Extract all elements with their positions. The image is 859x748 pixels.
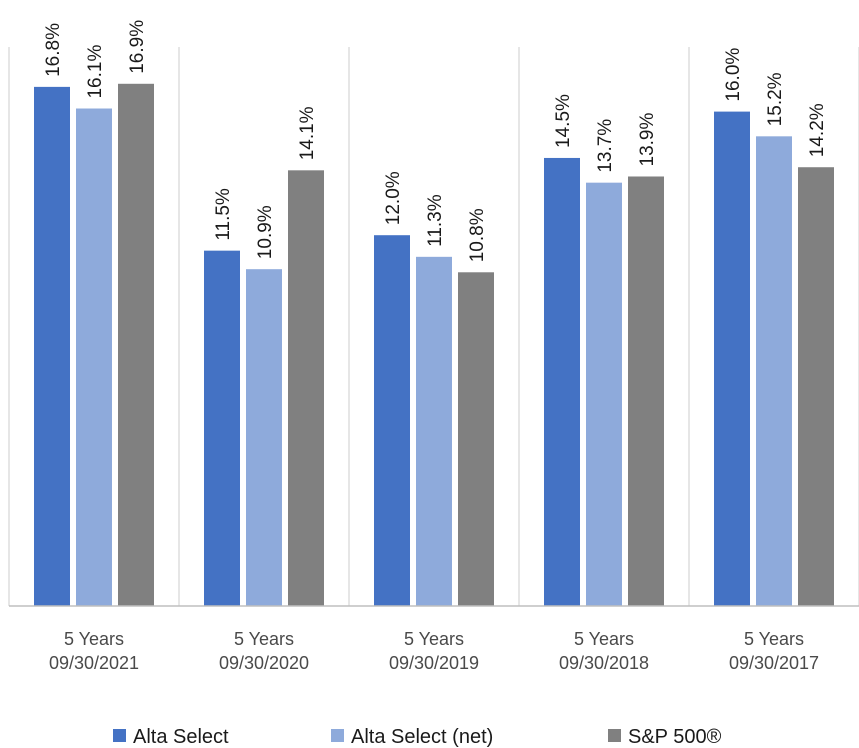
data-label: 13.9%	[637, 113, 658, 167]
category-label: 09/30/2017	[729, 653, 819, 673]
data-label: 16.8%	[43, 23, 64, 77]
data-label: 16.1%	[85, 45, 106, 99]
legend-entry: Alta Select	[133, 726, 229, 748]
legend: Alta Select Alta Select (net) S&P 500®	[113, 726, 722, 748]
legend-entry: S&P 500®	[628, 726, 722, 748]
category-label: 5 Years	[64, 629, 124, 649]
data-label: 10.9%	[255, 205, 276, 259]
category-label: 09/30/2019	[389, 653, 479, 673]
data-label: 14.1%	[297, 106, 318, 160]
bar	[246, 269, 282, 606]
data-label: 11.5%	[213, 188, 234, 241]
data-label: 12.0%	[383, 171, 404, 225]
legend-swatch	[113, 729, 126, 742]
data-label: 16.9%	[127, 20, 148, 74]
data-label: 14.5%	[553, 94, 574, 148]
bar	[118, 83, 154, 607]
group-dividers	[8, 47, 859, 606]
category-label: 5 Years	[404, 629, 464, 649]
data-label: 10.8%	[467, 208, 488, 262]
bar	[756, 136, 792, 606]
category-labels: 5 Years 09/30/2021 5 Years 09/30/2020 5 Year…	[49, 629, 819, 673]
bar	[586, 182, 622, 607]
bar	[374, 235, 410, 606]
bar	[34, 86, 70, 606]
data-label: 16.0%	[723, 48, 744, 102]
bars	[34, 83, 834, 607]
legend-entry: Alta Select (net)	[351, 726, 493, 748]
data-label: 11.3%	[425, 194, 446, 247]
category-label: 5 Years	[744, 629, 804, 649]
bar	[458, 272, 494, 606]
category-label: 09/30/2020	[219, 653, 309, 673]
category-label: 09/30/2021	[49, 653, 139, 673]
bar	[714, 111, 750, 606]
category-label: 5 Years	[234, 629, 294, 649]
bar	[798, 167, 834, 606]
bar	[288, 170, 324, 606]
bar	[204, 250, 240, 606]
data-label: 13.7%	[595, 119, 616, 173]
bar	[628, 176, 664, 607]
data-label: 15.2%	[765, 72, 786, 126]
bar	[76, 108, 112, 606]
category-label: 09/30/2018	[559, 653, 649, 673]
legend-swatch	[331, 729, 344, 742]
value-labels: 16.8% 16.1% 16.9% 11.5% 10.9% 14.1% 12.0% 11.3%…	[43, 20, 828, 262]
legend-swatch	[608, 729, 621, 742]
category-label: 5 Years	[574, 629, 634, 649]
bar	[416, 256, 452, 606]
data-label: 14.2%	[807, 103, 828, 157]
bar	[544, 157, 580, 606]
